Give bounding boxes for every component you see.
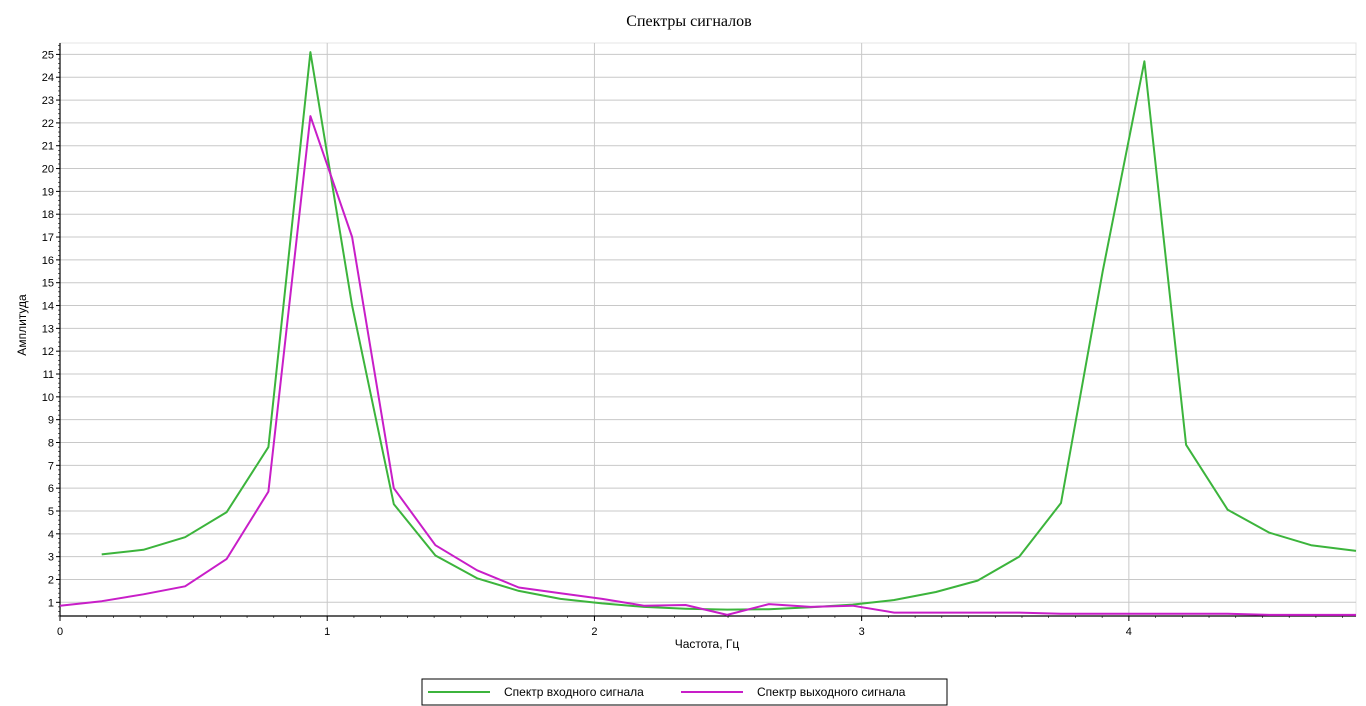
y-tick-label: 22 bbox=[42, 118, 54, 130]
y-tick-label: 5 bbox=[48, 506, 54, 518]
y-tick-label: 15 bbox=[42, 278, 54, 290]
y-tick-label: 23 bbox=[42, 95, 54, 107]
y-tick-label: 3 bbox=[48, 552, 54, 564]
x-axis-label: Частота, Гц bbox=[675, 637, 740, 651]
y-tick-label: 4 bbox=[48, 529, 54, 541]
y-tick-label: 2 bbox=[48, 574, 54, 586]
x-tick-label: 3 bbox=[859, 626, 865, 638]
x-axis-ticks: 0 1 2 3 4 bbox=[57, 616, 1343, 638]
y-tick-label: 18 bbox=[42, 209, 54, 221]
y-tick-label: 12 bbox=[42, 346, 54, 358]
y-tick-label: 8 bbox=[48, 438, 54, 450]
x-tick-label: 4 bbox=[1126, 626, 1132, 638]
y-tick-label: 16 bbox=[42, 255, 54, 267]
legend-label-2: Спектр выходного сигнала bbox=[757, 685, 906, 699]
legend-label-1: Спектр входного сигнала bbox=[504, 685, 644, 699]
y-tick-label: 11 bbox=[43, 369, 54, 381]
y-tick-label: 25 bbox=[42, 49, 54, 61]
x-tick-label: 0 bbox=[57, 626, 63, 638]
series-lines bbox=[59, 51, 1357, 616]
legend: Спектр входного сигнала Спектр выходного … bbox=[421, 678, 948, 706]
y-tick-label: 14 bbox=[42, 301, 54, 313]
y-tick-label: 7 bbox=[48, 460, 54, 472]
y-tick-label: 9 bbox=[48, 415, 54, 427]
chart-title: Спектры сигналов bbox=[626, 13, 752, 30]
series-line-1 bbox=[101, 51, 1357, 611]
y-tick-label: 19 bbox=[42, 186, 54, 198]
plot-frame bbox=[59, 42, 1357, 617]
y-tick-label: 17 bbox=[42, 232, 54, 244]
series-line-2 bbox=[59, 115, 1356, 616]
y-tick-label: 20 bbox=[42, 164, 54, 176]
axes bbox=[59, 43, 1356, 617]
x-tick-label: 1 bbox=[324, 626, 330, 638]
y-tick-label: 6 bbox=[48, 483, 54, 495]
y-axis-label: Амплитуда bbox=[15, 294, 29, 356]
y-tick-label: 21 bbox=[42, 141, 54, 153]
y-tick-label: 13 bbox=[42, 323, 54, 335]
y-tick-label: 10 bbox=[42, 392, 54, 404]
y-tick-label: 24 bbox=[42, 72, 54, 84]
y-tick-label: 1 bbox=[48, 597, 54, 609]
y-axis-ticks: 1234567891011121314151617181920212223242… bbox=[42, 44, 60, 617]
grid-lines bbox=[59, 42, 1357, 617]
x-tick-label: 2 bbox=[591, 626, 597, 638]
